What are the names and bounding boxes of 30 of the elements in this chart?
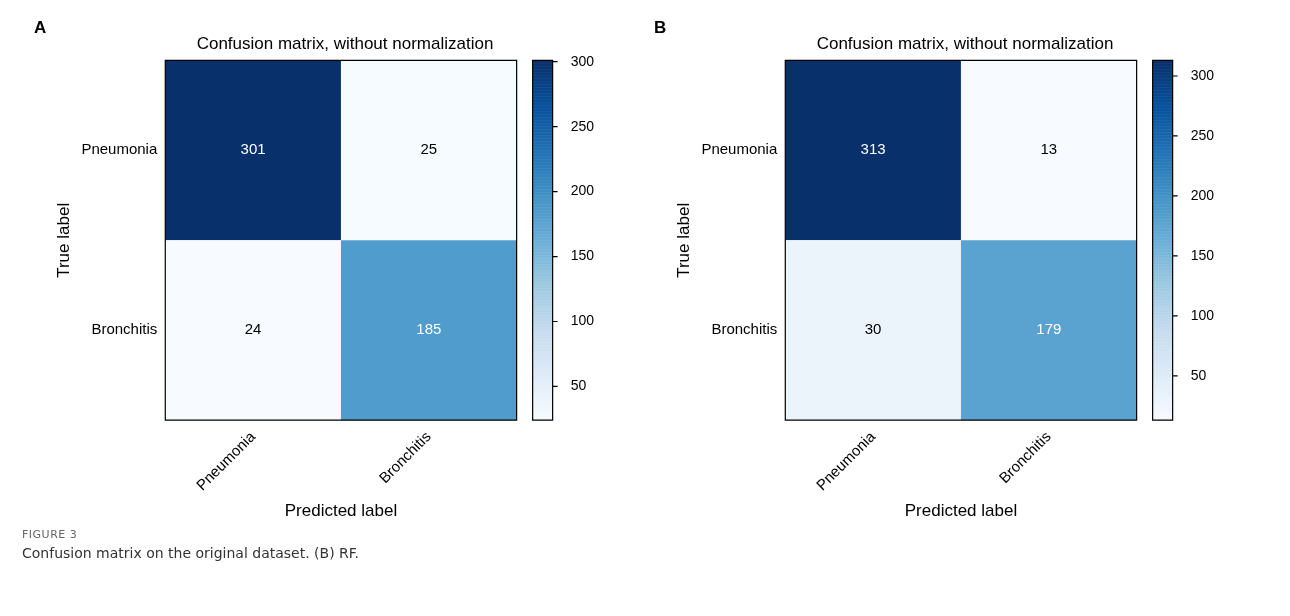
- data-label: 13: [1040, 140, 1058, 158]
- color-bar-label: 50: [570, 377, 587, 394]
- text: Confusion matrix on the original dataset. (B) RF.: [22, 545, 361, 561]
- chart-title: Confusion matrix, without normalization: [816, 33, 1114, 53]
- data-label: 30: [864, 320, 882, 338]
- color-bar-label: 300: [1190, 66, 1215, 83]
- x-axis-title: Predicted label: [284, 501, 398, 521]
- y-axis-title: True label: [673, 202, 693, 278]
- caption: FIGURE 3: [22, 528, 79, 541]
- color-bar-label: 150: [1190, 246, 1215, 263]
- text: A: [34, 18, 47, 38]
- color-bar-label: 250: [570, 117, 595, 134]
- color-bar-label: 150: [570, 247, 595, 264]
- data-label: 301: [240, 140, 266, 158]
- color-bar-label: 250: [1190, 126, 1215, 143]
- color-bar-label: 200: [570, 182, 595, 199]
- y-axis-title: True label: [53, 202, 73, 278]
- color-bar-label: 100: [570, 312, 595, 329]
- text: B: [654, 18, 667, 38]
- color-bar-label: 100: [1190, 306, 1215, 323]
- data-label: 185: [416, 320, 442, 338]
- color-bar-label: 50: [1190, 366, 1207, 383]
- color-bar-label: 300: [570, 52, 595, 69]
- data-label: 24: [244, 320, 262, 338]
- data-label: 313: [860, 140, 886, 158]
- data-label: 25: [420, 140, 438, 158]
- data-label: 179: [1036, 320, 1062, 338]
- color-bar-label: 200: [1190, 186, 1215, 203]
- chart-title: Confusion matrix, without normalization: [196, 33, 494, 53]
- x-axis-title: Predicted label: [904, 501, 1018, 521]
